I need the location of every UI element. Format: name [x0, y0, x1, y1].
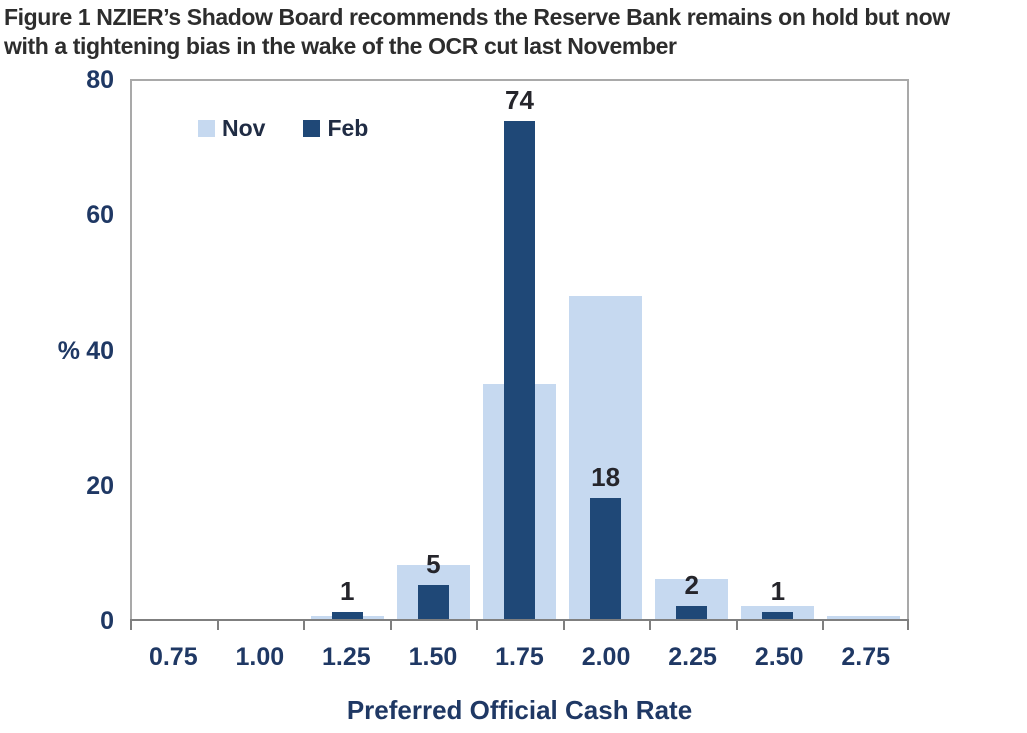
data-label-2.25: 2 — [684, 569, 699, 600]
x-axis-tick-mark — [303, 619, 306, 630]
data-label-1.50: 5 — [426, 549, 441, 580]
x-axis-tick-mark — [735, 619, 738, 630]
x-tick-label-2.75: 2.75 — [841, 643, 891, 671]
bar-feb-2.00 — [590, 497, 622, 619]
x-axis-tick-mark — [389, 619, 392, 630]
y-tick-label-60: 60 — [86, 201, 114, 230]
data-label-2.00: 18 — [591, 461, 621, 492]
x-axis-tick-mark — [130, 619, 132, 630]
legend: Nov Feb — [198, 115, 368, 142]
figure-title: Figure 1 NZIER’s Shadow Board recommends… — [4, 3, 950, 61]
x-axis-tick-mark — [476, 619, 479, 630]
plot-area: Nov Feb 1 5 74 18 2 1 — [130, 79, 909, 621]
data-label-1.75: 74 — [505, 85, 534, 116]
legend-label-nov: Nov — [222, 115, 266, 141]
bar-feb-1.50 — [417, 585, 449, 619]
y-tick-label-20: 20 — [86, 471, 114, 500]
y-axis-unit-label: % — [57, 337, 80, 365]
data-label-1.25: 1 — [340, 576, 355, 607]
x-tick-label-2.25: 2.25 — [668, 643, 717, 671]
data-label-2.50: 1 — [770, 576, 786, 607]
x-tick-label-1.75: 1.75 — [495, 643, 544, 671]
x-axis-tick-mark — [216, 619, 219, 630]
x-axis-tick-marks — [130, 619, 909, 631]
legend-item-feb: Feb — [303, 115, 368, 142]
bar-feb-2.50 — [762, 612, 794, 619]
x-axis-tick-mark — [907, 619, 909, 630]
y-tick-label-80: 80 — [86, 66, 114, 94]
legend-label-feb: Feb — [327, 115, 369, 141]
bar-nov-2.75 — [827, 615, 901, 619]
x-axis-tick-labels: 0.75 1.00 1.25 1.50 1.75 2.00 2.25 2.50 2.75 — [130, 642, 909, 672]
y-tick-label-40: 40 — [86, 336, 114, 365]
legend-swatch-feb — [303, 120, 321, 137]
legend-swatch-nov — [198, 120, 215, 137]
x-tick-label-2.50: 2.50 — [754, 643, 804, 671]
x-tick-label-1.25: 1.25 — [322, 643, 371, 671]
legend-item-nov: Nov — [198, 115, 265, 142]
bar-feb-1.75 — [504, 121, 535, 619]
x-axis-title: Preferred Official Cash Rate — [346, 695, 693, 725]
x-tick-label-2.00: 2.00 — [581, 643, 631, 671]
y-tick-label-0: 0 — [100, 607, 114, 635]
figure-title-line-2: with a tightening bias in the wake of th… — [4, 33, 677, 59]
x-axis-tick-mark — [649, 619, 652, 630]
x-axis-tick-mark — [822, 619, 825, 630]
figure-title-line-1: Figure 1 NZIER’s Shadow Board recommends… — [4, 4, 950, 30]
x-tick-label-1.00: 1.00 — [235, 643, 285, 671]
bar-feb-1.25 — [331, 612, 363, 619]
x-tick-label-1.50: 1.50 — [408, 643, 458, 671]
x-tick-label-0.75: 0.75 — [148, 643, 198, 671]
bar-feb-2.25 — [676, 605, 708, 619]
x-axis-tick-mark — [562, 619, 565, 630]
